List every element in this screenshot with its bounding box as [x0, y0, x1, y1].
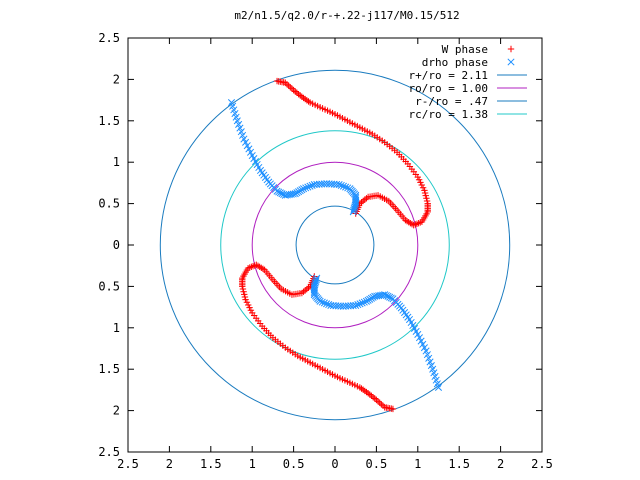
w-phase-point — [378, 401, 385, 408]
w-phase-point — [240, 288, 247, 295]
drho-phase-point — [360, 298, 368, 306]
drho-phase-point — [302, 184, 310, 192]
w-phase-point — [288, 85, 296, 92]
y-tick-label: 1.5 — [98, 114, 120, 128]
w-phase-point — [241, 291, 248, 298]
w-phase-point — [239, 283, 246, 290]
w-phase-point — [422, 192, 429, 199]
w-phase-point — [285, 82, 292, 89]
x-tick-label: 0.5 — [366, 457, 388, 471]
w-phase-point — [239, 285, 247, 293]
drho-phase-point — [318, 298, 326, 306]
y-tick-label: 1 — [113, 321, 120, 335]
w-phase-point — [421, 187, 428, 194]
drho-phase-point — [323, 300, 331, 308]
w-phase-point — [421, 189, 429, 197]
y-tick-label: 0.5 — [98, 279, 120, 293]
legend-label: drho phase — [422, 56, 488, 69]
w-phase-point — [423, 195, 430, 202]
reference-circle — [220, 130, 450, 360]
y-tick-label: 2 — [113, 72, 120, 86]
legend-label: W phase — [442, 43, 488, 56]
drho-phase-point — [352, 301, 360, 309]
y-tick-label: 2.5 — [98, 445, 120, 459]
x-tick-label: 1.5 — [448, 457, 470, 471]
drho-phase-point — [335, 181, 343, 189]
legend-label: r+/ro = 2.11 — [409, 69, 488, 82]
drho-phase-point — [342, 183, 350, 191]
legend-marker — [507, 58, 515, 66]
legend-label: r-/ro = .47 — [415, 95, 488, 108]
w-phase-point — [415, 176, 423, 183]
x-tick-label: 2.5 — [117, 457, 139, 471]
reference-circle — [251, 161, 419, 329]
w-phase-point — [287, 83, 294, 91]
x-tick-label: 2.5 — [531, 457, 553, 471]
chart-title: m2/n1.5/q2.0/r-+.22-j117/M0.15/512 — [234, 9, 459, 22]
tick-labels-group: 2.5 2 1.5 1 0.5 0 0.5 1 1.5 2 2.52.521.510.500.511… — [98, 31, 553, 471]
drho-phase-point — [350, 206, 358, 214]
drho-phase-point — [304, 183, 312, 191]
data-points-group — [227, 77, 443, 413]
w-phase-point — [419, 184, 427, 191]
drho-phase-point — [344, 184, 352, 192]
x-tick-label: 0.5 — [283, 457, 305, 471]
x-tick-label: 1 — [249, 457, 256, 471]
w-phase-point — [352, 210, 359, 217]
drho-phase-point — [349, 208, 357, 216]
w-phase-point — [247, 307, 255, 314]
w-phase-point — [282, 79, 289, 86]
x-tick-label: 1 — [414, 457, 421, 471]
w-phase-point — [423, 197, 431, 205]
w-phase-point — [418, 181, 425, 189]
reference-circle — [295, 205, 375, 285]
drho-phase-point — [354, 301, 362, 309]
y-tick-label: 1.5 — [98, 362, 120, 376]
plot-frame-group — [127, 37, 543, 453]
y-tick-label: 2 — [113, 404, 120, 418]
reference-circle — [159, 69, 511, 421]
w-phase-point — [389, 405, 397, 413]
y-tick-label: 0 — [113, 238, 120, 252]
drho-phase-point — [434, 383, 443, 391]
drho-phase-point — [310, 287, 318, 295]
drho-phase-point — [356, 300, 364, 308]
x-tick-label: 2 — [166, 457, 173, 471]
x-tick-label: 2 — [497, 457, 504, 471]
w-phase-point — [246, 304, 253, 311]
y-tick-label: 2.5 — [98, 31, 120, 45]
legend-label: rc/ro = 1.38 — [409, 108, 488, 121]
reference-circles-group — [159, 69, 511, 421]
drho-phase-point — [320, 299, 328, 307]
y-tick-label: 1 — [113, 155, 120, 169]
w-phase-point — [242, 296, 249, 303]
drho-phase-point — [358, 299, 366, 307]
legend-marker — [507, 45, 515, 53]
legend-label: ro/ro = 1.00 — [409, 82, 488, 95]
y-tick-label: 0.5 — [98, 197, 120, 211]
w-phase-point — [374, 398, 382, 405]
x-tick-label: 0 — [331, 457, 338, 471]
drho-phase-point — [339, 182, 347, 190]
w-phase-point — [417, 179, 424, 186]
x-tick-label: 1.5 — [200, 457, 222, 471]
w-phase-point — [243, 299, 251, 306]
w-phase-point — [376, 399, 383, 407]
drho-phase-point — [299, 185, 308, 193]
drho-phase-point — [316, 297, 324, 305]
w-phase-point — [245, 301, 252, 309]
drho-phase-point — [306, 182, 314, 190]
w-phase-point — [414, 173, 421, 181]
drho-phase-point — [337, 181, 345, 189]
w-phase-point — [241, 293, 249, 301]
